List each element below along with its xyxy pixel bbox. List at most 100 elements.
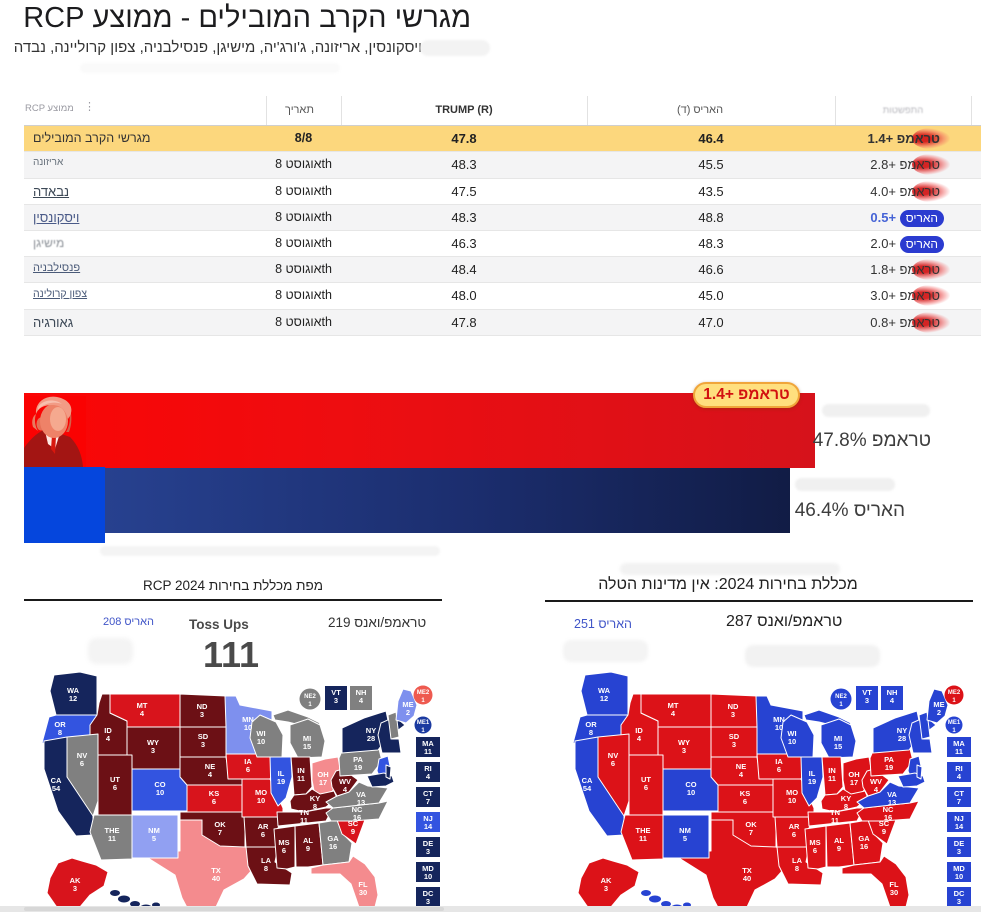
svg-text:6: 6 (644, 783, 648, 792)
svg-text:14: 14 (424, 822, 433, 831)
svg-text:9: 9 (837, 844, 841, 853)
svg-text:MA: MA (422, 739, 434, 748)
svg-text:THE: THE (105, 826, 120, 835)
svg-text:3: 3 (604, 884, 608, 893)
svg-text:4: 4 (359, 696, 364, 705)
svg-text:1: 1 (421, 728, 425, 734)
svg-text:CA: CA (582, 776, 593, 785)
svg-text:11: 11 (828, 774, 836, 783)
svg-text:DE: DE (954, 839, 964, 848)
svg-text:NE: NE (205, 762, 215, 771)
svg-text:UT: UT (641, 775, 651, 784)
svg-text:WA: WA (67, 686, 80, 695)
svg-text:KS: KS (209, 789, 219, 798)
svg-text:WI: WI (256, 729, 265, 738)
svg-text:9: 9 (351, 827, 355, 836)
svg-text:19: 19 (885, 763, 893, 772)
svg-text:NC: NC (352, 805, 363, 814)
svg-text:SD: SD (198, 732, 209, 741)
svg-text:8: 8 (58, 728, 62, 737)
svg-text:7: 7 (218, 828, 222, 837)
svg-text:WY: WY (147, 738, 159, 747)
svg-text:13: 13 (357, 798, 365, 807)
svg-text:8: 8 (264, 864, 268, 873)
svg-text:MN: MN (242, 715, 254, 724)
svg-text:NC: NC (883, 805, 894, 814)
svg-text:NV: NV (608, 751, 618, 760)
svg-text:3: 3 (201, 740, 205, 749)
svg-text:CT: CT (423, 789, 433, 798)
svg-text:NE2: NE2 (304, 694, 316, 700)
svg-text:6: 6 (80, 759, 84, 768)
svg-text:6: 6 (813, 846, 817, 855)
svg-text:WV: WV (339, 777, 351, 786)
svg-text:SD: SD (729, 732, 740, 741)
svg-text:3: 3 (426, 897, 430, 906)
svg-text:10: 10 (955, 872, 963, 881)
svg-text:5: 5 (683, 834, 687, 843)
svg-text:MO: MO (255, 788, 267, 797)
svg-text:MS: MS (809, 838, 820, 847)
svg-text:NJ: NJ (954, 814, 964, 823)
svg-text:16: 16 (860, 842, 868, 851)
svg-text:RI: RI (424, 764, 432, 773)
svg-text:6: 6 (792, 830, 796, 839)
svg-text:4: 4 (890, 696, 895, 705)
svg-text:19: 19 (277, 777, 285, 786)
svg-text:4: 4 (208, 770, 213, 779)
svg-text:MT: MT (668, 701, 679, 710)
svg-text:MN: MN (773, 715, 785, 724)
svg-text:MA: MA (953, 739, 965, 748)
svg-text:4: 4 (874, 785, 879, 794)
svg-text:ME2: ME2 (948, 690, 961, 696)
svg-text:9: 9 (306, 844, 310, 853)
svg-text:7: 7 (957, 797, 961, 806)
svg-text:AK: AK (601, 876, 612, 885)
svg-text:40: 40 (212, 874, 220, 883)
svg-text:15: 15 (834, 742, 842, 751)
svg-text:6: 6 (212, 797, 216, 806)
svg-text:10: 10 (424, 872, 432, 881)
svg-text:8: 8 (844, 802, 848, 811)
svg-text:15: 15 (303, 742, 311, 751)
svg-text:PA: PA (353, 755, 363, 764)
svg-text:IA: IA (244, 757, 252, 766)
svg-text:14: 14 (955, 822, 964, 831)
svg-text:THE: THE (636, 826, 651, 835)
svg-text:GA: GA (327, 834, 339, 843)
svg-text:AR: AR (789, 822, 800, 831)
svg-text:6: 6 (246, 765, 250, 774)
svg-text:TX: TX (742, 866, 752, 875)
svg-text:4: 4 (671, 709, 676, 718)
svg-text:3: 3 (334, 696, 338, 705)
svg-text:NE: NE (736, 762, 746, 771)
svg-text:ME2: ME2 (417, 690, 430, 696)
svg-text:ND: ND (728, 702, 739, 711)
svg-text:6: 6 (113, 783, 117, 792)
svg-text:10: 10 (788, 796, 796, 805)
svg-text:WY: WY (678, 738, 690, 747)
svg-text:3: 3 (957, 847, 961, 856)
svg-text:IA: IA (775, 757, 783, 766)
svg-text:3: 3 (732, 740, 736, 749)
svg-text:4: 4 (426, 772, 431, 781)
svg-text:10: 10 (788, 737, 796, 746)
svg-text:11: 11 (424, 747, 432, 756)
svg-text:ME: ME (933, 700, 944, 709)
svg-text:IL: IL (809, 769, 816, 778)
svg-text:16: 16 (884, 813, 892, 822)
svg-text:ME1: ME1 (948, 720, 961, 726)
svg-text:13: 13 (888, 798, 896, 807)
svg-text:PA: PA (884, 755, 894, 764)
svg-text:10: 10 (244, 723, 252, 732)
svg-text:WA: WA (598, 686, 611, 695)
svg-text:40: 40 (743, 874, 751, 883)
svg-text:ID: ID (104, 726, 112, 735)
svg-text:11: 11 (108, 834, 116, 843)
svg-text:MI: MI (834, 734, 842, 743)
svg-text:2: 2 (406, 708, 410, 717)
svg-text:28: 28 (367, 734, 375, 743)
svg-text:AK: AK (70, 876, 81, 885)
svg-text:3: 3 (151, 746, 155, 755)
svg-text:4: 4 (637, 734, 642, 743)
